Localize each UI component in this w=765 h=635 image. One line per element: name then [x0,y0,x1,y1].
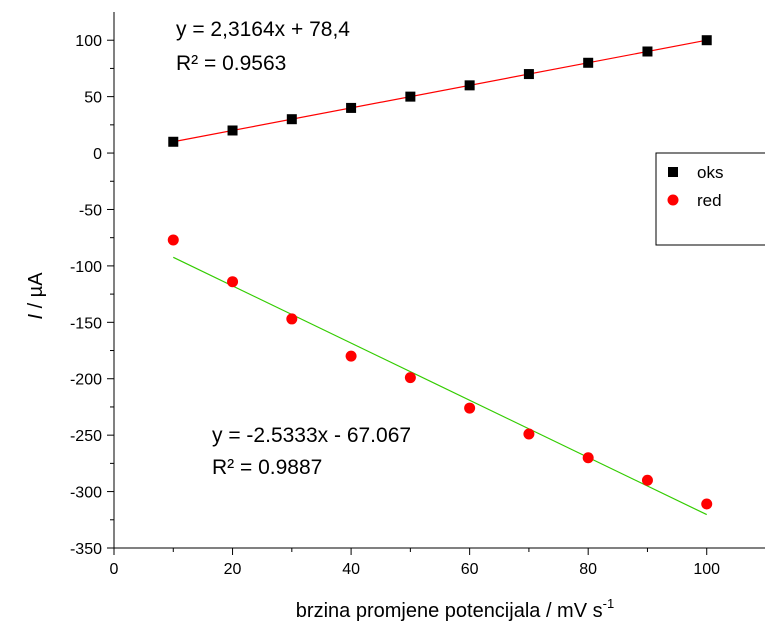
y-axis-title-italic: I [25,314,47,320]
legend-marker-oks [668,167,678,177]
legend-label-red: red [697,191,722,210]
red-point [404,372,416,384]
x-tick-label: 40 [342,561,360,578]
oks-point [227,125,238,136]
red-point [286,313,298,325]
y-tick-label: 0 [93,146,102,163]
red-point [345,350,357,362]
y-tick-label: -300 [70,485,102,502]
y-tick-label: -100 [70,259,102,276]
y-tick-label: 100 [75,33,102,50]
y-tick-label: -50 [79,202,102,219]
x-tick-label: 0 [110,561,119,578]
x-tick-label: 60 [461,561,479,578]
legend-marker-red [667,194,679,206]
x-axis-title-superscript: -1 [603,596,615,611]
y-tick-label: -250 [70,428,102,445]
oks-trendline [173,39,707,143]
oks-point [346,102,357,113]
oks-point [701,35,712,46]
oks-trendline-r2: R² = 0.9563 [176,52,286,75]
oks-point [642,46,653,57]
legend-label-oks: oks [697,163,723,182]
legend: oks red [655,152,765,246]
y-axis-title: I / µA [25,272,47,320]
oks-trendline-equation: y = 2,3164x + 78,4 [176,18,350,41]
y-tick-label: -350 [70,541,102,558]
oks-point [523,69,534,80]
y-tick-label: 50 [84,90,102,107]
red-point [641,474,653,486]
red-trendline [173,256,707,516]
y-tick-label: -200 [70,372,102,389]
red-point [464,402,476,414]
red-trendline-equation: y = -2.5333x - 67.067 [212,424,411,447]
oks-point [286,114,297,125]
x-tick-label: 20 [224,561,242,578]
y-tick-label: -150 [70,315,102,332]
oks-point [464,80,475,91]
x-axis-title-main: brzina promjene potencijala / mV s [296,600,603,622]
x-tick-label: 100 [693,561,720,578]
red-point [582,452,594,464]
oks-point [583,57,594,68]
oks-point [405,91,416,102]
red-trendline-r2: R² = 0.9887 [212,456,322,479]
oks-point [168,136,179,147]
red-point [523,428,535,440]
red-point [227,276,239,288]
y-axis-title-rest: / µA [25,272,47,314]
red-point [167,234,179,246]
x-tick-label: 80 [579,561,597,578]
red-point [701,498,713,510]
x-axis-title: brzina promjene potencijala / mV s-1 [296,596,614,622]
